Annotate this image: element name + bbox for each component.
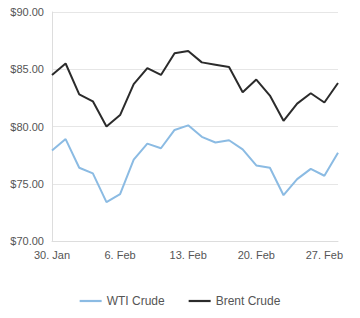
svg-text:$90.00: $90.00 <box>10 6 44 18</box>
svg-text:13. Feb: 13. Feb <box>170 249 207 261</box>
svg-text:$70.00: $70.00 <box>10 235 44 247</box>
svg-text:$80.00: $80.00 <box>10 121 44 133</box>
svg-text:6. Feb: 6. Feb <box>105 249 136 261</box>
svg-text:30. Jan: 30. Jan <box>34 249 70 261</box>
svg-text:WTI Crude: WTI Crude <box>107 294 165 308</box>
svg-text:27. Feb: 27. Feb <box>306 249 343 261</box>
svg-text:$85.00: $85.00 <box>10 63 44 75</box>
svg-text:20. Feb: 20. Feb <box>238 249 275 261</box>
svg-text:$75.00: $75.00 <box>10 178 44 190</box>
svg-text:Brent Crude: Brent Crude <box>216 294 281 308</box>
